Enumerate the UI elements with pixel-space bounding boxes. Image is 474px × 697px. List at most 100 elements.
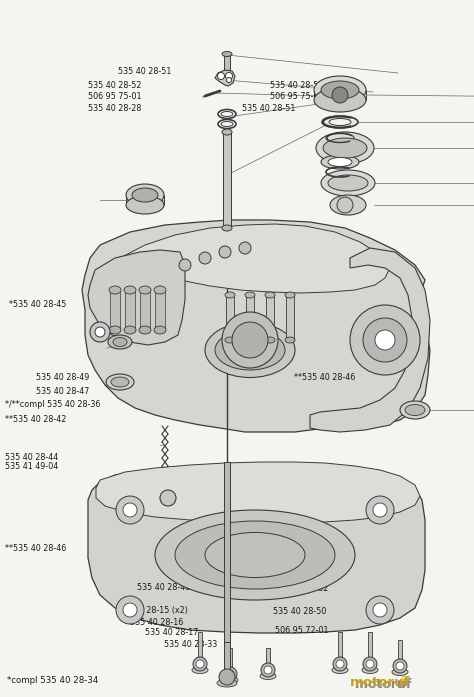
Circle shape bbox=[226, 72, 233, 79]
Text: 535 40 28-44: 535 40 28-44 bbox=[5, 453, 58, 461]
Text: **535 40 28-42: **535 40 28-42 bbox=[5, 415, 66, 424]
Text: 535 40 28-48: 535 40 28-48 bbox=[137, 583, 191, 592]
Circle shape bbox=[227, 77, 231, 82]
Ellipse shape bbox=[113, 337, 127, 346]
Text: ®: ® bbox=[395, 680, 405, 690]
Text: 535 41 49-04: 535 41 49-04 bbox=[5, 463, 58, 471]
Ellipse shape bbox=[328, 158, 352, 167]
Circle shape bbox=[123, 603, 137, 617]
Ellipse shape bbox=[285, 337, 295, 343]
Circle shape bbox=[226, 670, 234, 678]
Ellipse shape bbox=[124, 286, 136, 294]
Ellipse shape bbox=[225, 292, 235, 298]
Text: 535 40 28-16: 535 40 28-16 bbox=[130, 618, 183, 627]
Ellipse shape bbox=[362, 666, 378, 673]
Ellipse shape bbox=[205, 533, 305, 578]
Circle shape bbox=[95, 327, 105, 337]
Bar bbox=[266, 295, 274, 340]
Bar bbox=[266, 648, 270, 666]
Bar bbox=[198, 632, 202, 660]
Ellipse shape bbox=[245, 292, 255, 298]
Text: 506 95 72-01: 506 95 72-01 bbox=[275, 627, 328, 635]
Ellipse shape bbox=[218, 109, 236, 118]
Ellipse shape bbox=[218, 119, 236, 128]
Circle shape bbox=[333, 657, 347, 671]
Circle shape bbox=[393, 659, 407, 673]
Circle shape bbox=[264, 666, 272, 674]
Ellipse shape bbox=[392, 668, 408, 675]
Circle shape bbox=[350, 305, 420, 375]
Bar bbox=[110, 290, 120, 330]
Ellipse shape bbox=[328, 175, 368, 191]
Circle shape bbox=[116, 596, 144, 624]
Text: 535 40 28-49: 535 40 28-49 bbox=[36, 373, 89, 381]
Polygon shape bbox=[120, 224, 390, 293]
Ellipse shape bbox=[175, 521, 335, 589]
Ellipse shape bbox=[124, 326, 136, 334]
Bar bbox=[224, 632, 230, 672]
Circle shape bbox=[90, 322, 110, 342]
Polygon shape bbox=[88, 465, 425, 633]
Ellipse shape bbox=[106, 374, 134, 390]
Text: 535 40 28-32: 535 40 28-32 bbox=[275, 585, 328, 593]
Text: motoruf: motoruf bbox=[350, 677, 410, 689]
Ellipse shape bbox=[139, 326, 151, 334]
Circle shape bbox=[219, 669, 235, 685]
Polygon shape bbox=[96, 462, 420, 523]
Text: 535 40 28-52: 535 40 28-52 bbox=[270, 81, 324, 89]
Polygon shape bbox=[82, 220, 430, 432]
Ellipse shape bbox=[329, 118, 351, 125]
Text: 506 95 75-01: 506 95 75-01 bbox=[270, 92, 324, 100]
Bar bbox=[398, 640, 402, 662]
Ellipse shape bbox=[154, 326, 166, 334]
Ellipse shape bbox=[222, 225, 232, 231]
Ellipse shape bbox=[314, 88, 366, 112]
Ellipse shape bbox=[322, 116, 358, 128]
Polygon shape bbox=[88, 250, 185, 345]
Bar bbox=[224, 55, 230, 73]
Circle shape bbox=[116, 496, 144, 524]
Bar bbox=[226, 295, 234, 340]
Circle shape bbox=[373, 503, 387, 517]
Text: 535 40 28-29: 535 40 28-29 bbox=[275, 564, 328, 572]
Circle shape bbox=[218, 72, 225, 79]
Text: **535 40 28-46: **535 40 28-46 bbox=[294, 373, 355, 381]
Circle shape bbox=[366, 496, 394, 524]
Circle shape bbox=[199, 252, 211, 264]
Ellipse shape bbox=[222, 677, 238, 684]
Ellipse shape bbox=[332, 666, 348, 673]
Ellipse shape bbox=[265, 292, 275, 298]
Circle shape bbox=[366, 660, 374, 668]
Text: 535 40 28-50: 535 40 28-50 bbox=[273, 608, 327, 616]
Ellipse shape bbox=[285, 292, 295, 298]
Circle shape bbox=[363, 318, 407, 362]
Ellipse shape bbox=[265, 337, 275, 343]
Bar bbox=[125, 290, 135, 330]
Circle shape bbox=[336, 660, 344, 668]
Circle shape bbox=[223, 667, 237, 681]
Ellipse shape bbox=[225, 337, 235, 343]
Bar bbox=[155, 290, 165, 330]
Bar bbox=[140, 290, 150, 330]
Circle shape bbox=[337, 197, 353, 213]
Ellipse shape bbox=[221, 121, 233, 126]
Text: motoruf: motoruf bbox=[355, 678, 411, 691]
Text: 535 40 28-15 (x2): 535 40 28-15 (x2) bbox=[116, 606, 188, 615]
Circle shape bbox=[222, 312, 278, 368]
Ellipse shape bbox=[221, 112, 233, 116]
Ellipse shape bbox=[321, 170, 375, 196]
Ellipse shape bbox=[126, 184, 164, 206]
Ellipse shape bbox=[155, 510, 355, 600]
Bar bbox=[286, 295, 294, 340]
Bar bbox=[368, 632, 372, 660]
Circle shape bbox=[179, 259, 191, 271]
Text: 535 40 28-17: 535 40 28-17 bbox=[145, 629, 198, 637]
Circle shape bbox=[196, 660, 204, 668]
Text: 535 40 28-28: 535 40 28-28 bbox=[88, 104, 141, 112]
Circle shape bbox=[332, 87, 348, 103]
Ellipse shape bbox=[126, 196, 164, 214]
Ellipse shape bbox=[205, 323, 295, 378]
Circle shape bbox=[261, 663, 275, 677]
Polygon shape bbox=[215, 70, 235, 86]
Text: *compl 535 40 28-34: *compl 535 40 28-34 bbox=[7, 677, 99, 685]
